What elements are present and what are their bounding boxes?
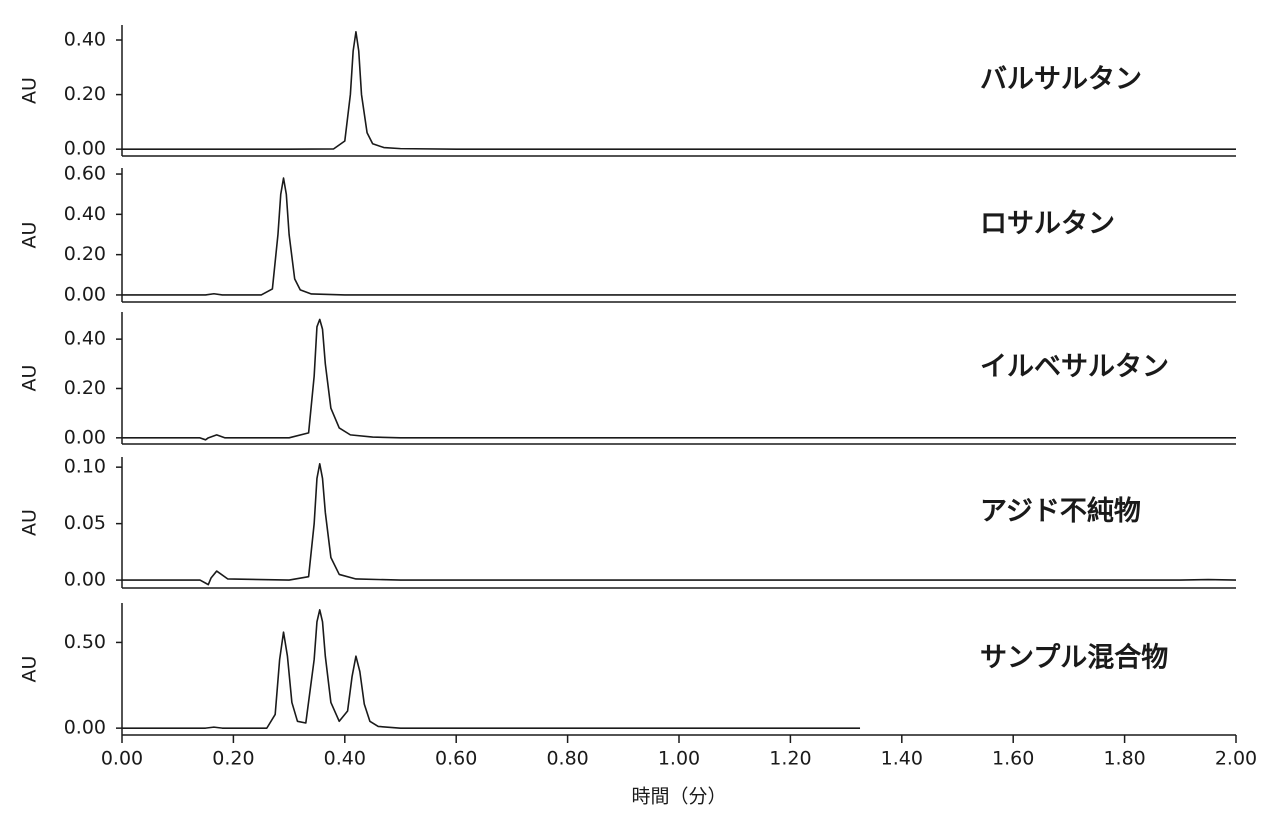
y-tick-label: 0.00 [64,717,106,739]
y-tick-label: 0.00 [64,426,106,448]
y-tick-label: 0.20 [64,377,106,399]
panel-label: ロサルタン [980,209,1115,240]
y-tick-label: 0.00 [64,569,106,591]
x-tick-label: 1.00 [658,748,700,770]
panel-label: サンプル混合物 [980,642,1168,674]
y-tick-label: 0.40 [64,328,106,350]
x-tick-label: 1.40 [881,748,923,770]
y-tick-label: 0.60 [64,163,106,185]
y-tick-label: 0.50 [64,631,106,653]
y-axis-label: AU [19,77,41,104]
y-axis-label: AU [19,222,41,249]
y-tick-label: 0.10 [64,456,106,478]
x-tick-label: 0.40 [324,748,366,770]
chromatogram-line [122,177,1236,296]
panel-label: アジド不純物 [980,495,1141,527]
chromatogram-line [122,609,861,729]
y-tick-label: 0.00 [64,283,106,305]
y-tick-label: 0.20 [64,83,106,105]
y-axis-label: AU [19,365,41,392]
chromatogram-line [122,31,1236,150]
x-tick-label: 2.00 [1215,748,1257,770]
x-tick-label: 1.80 [1103,748,1145,770]
x-tick-label: 0.20 [212,748,254,770]
y-tick-label: 0.05 [64,512,106,534]
x-axis-label: 時間（分） [631,786,726,808]
y-axis-label: AU [19,509,41,536]
x-tick-label: 1.20 [769,748,811,770]
y-tick-label: 0.40 [64,29,106,51]
x-tick-label: 0.80 [546,748,588,770]
x-tick-label: 1.60 [992,748,1034,770]
panel-label: バルサルタン [980,64,1142,95]
panel-label: イルベサルタン [980,352,1169,383]
x-tick-label: 0.00 [101,748,143,770]
y-tick-label: 0.40 [64,203,106,225]
y-tick-label: 0.20 [64,243,106,265]
y-tick-label: 0.00 [64,138,106,160]
chromatogram-line [122,318,1236,441]
x-tick-label: 0.60 [435,748,477,770]
chromatogram-line [122,462,1237,586]
y-axis-label: AU [19,656,41,683]
